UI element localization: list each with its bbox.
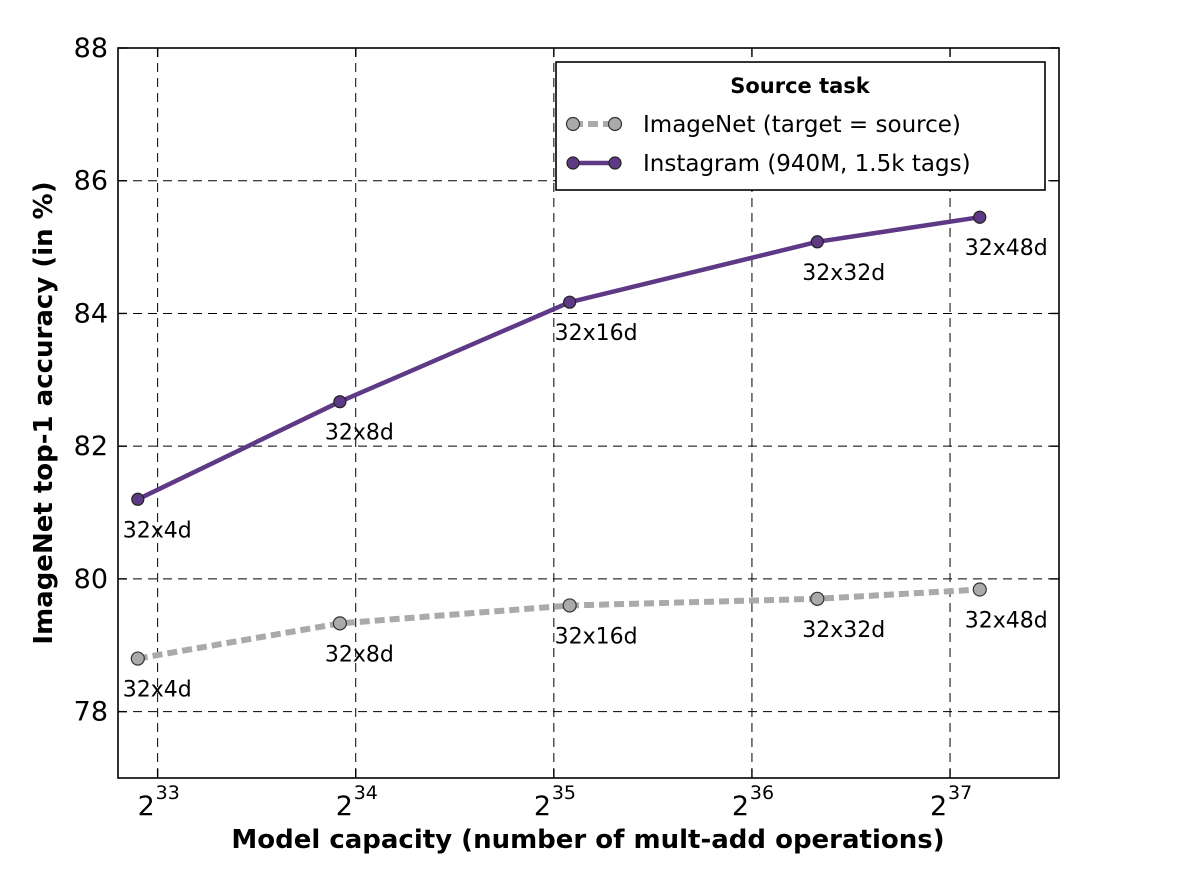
data-point-label: 32x8d [325,421,394,446]
x-tick-label: 2 [732,791,749,822]
data-point [810,591,825,606]
plot-frame [117,47,1060,779]
data-point-label: 32x8d [325,642,394,667]
y-tick-label: 86 [74,166,108,197]
x-tick-label: 2 [534,791,551,822]
legend-entry-imagenet: ImageNet (target = source) [565,112,961,138]
x-tick-label-exponent: 33 [156,782,180,804]
y-tick-label: 80 [74,564,108,595]
x-tick-label-exponent: 37 [948,782,972,804]
data-point-label: 32x4d [123,678,192,703]
data-point-label: 32x16d [555,321,638,346]
legend-marker-instagram [608,156,622,170]
x-axis-title: Model capacity (number of mult-add opera… [231,825,944,855]
grid-lines [118,47,1059,778]
x-tick-label: 2 [930,791,947,822]
series-layer [130,210,987,666]
y-tick-label: 84 [74,298,108,329]
y-tick-label: 82 [74,431,108,462]
data-point [130,651,145,666]
point-labels: 32x4d 32x8d 32x16d 32x32d 32x48d 32x4d 32x8d 32… [123,236,1048,702]
data-point [562,598,577,613]
data-point [563,295,577,309]
data-point-label: 32x16d [555,624,638,649]
x-tick-label-exponent: 34 [354,782,378,804]
x-tick-label-exponent: 36 [750,782,774,804]
data-point [333,395,347,409]
data-point [810,235,824,249]
legend-entry-instagram: Instagram (940M, 1.5k tags) [566,151,971,177]
legend-label-instagram: Instagram (940M, 1.5k tags) [643,151,971,177]
data-point-label: 32x32d [802,618,885,643]
legend-label-imagenet: ImageNet (target = source) [643,112,961,138]
y-tick-label: 88 [74,33,108,64]
x-tick-label-exponent: 35 [552,782,576,804]
data-point-label: 32x32d [802,261,885,286]
data-point-label: 32x4d [123,518,192,543]
data-point-label: 32x48d [965,609,1048,634]
legend-title: Source task [730,74,871,98]
data-point [332,616,347,631]
data-point [131,492,145,506]
legend-marker-imagenet [565,116,581,132]
legend: Source task ImageNet (target = source) I… [555,61,1046,191]
y-tick-label: 78 [74,697,108,728]
y-axis-title: ImageNet top-1 accuracy (in %) [29,181,59,644]
legend-marker-instagram [566,156,580,170]
legend-box [555,61,1046,191]
x-tick-label: 2 [336,791,353,822]
x-tick-label: 2 [138,791,155,822]
data-point [973,210,987,224]
data-point [972,582,987,597]
legend-marker-imagenet [607,116,623,132]
data-point-label: 32x48d [965,236,1048,261]
